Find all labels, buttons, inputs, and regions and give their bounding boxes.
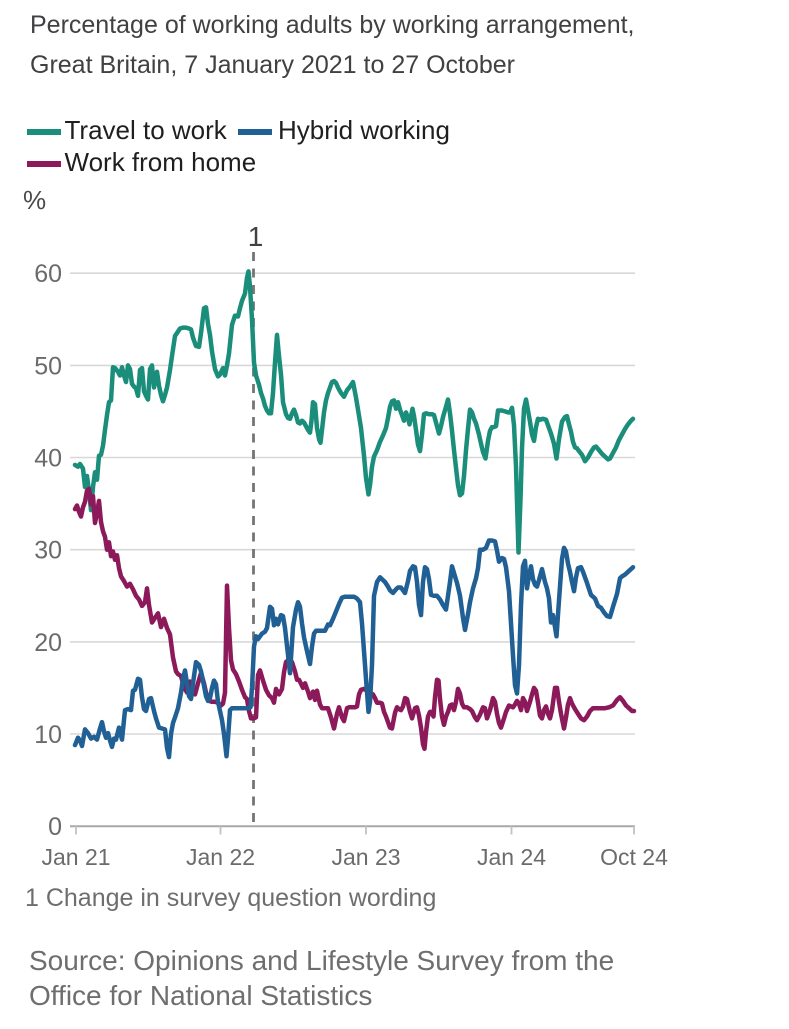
svg-text:50: 50 bbox=[34, 352, 62, 380]
svg-text:Source: Opinions and Lifestyle: Source: Opinions and Lifestyle Survey fr… bbox=[29, 945, 614, 976]
svg-text:30: 30 bbox=[34, 537, 62, 565]
svg-text:10: 10 bbox=[34, 721, 62, 749]
svg-text:60: 60 bbox=[34, 260, 62, 288]
svg-text:Travel to work: Travel to work bbox=[65, 115, 228, 145]
svg-text:Percentage of working adults b: Percentage of working adults by working … bbox=[30, 11, 635, 39]
svg-text:20: 20 bbox=[34, 629, 62, 657]
svg-text:Jan 24: Jan 24 bbox=[477, 844, 546, 870]
svg-text:Hybrid working: Hybrid working bbox=[278, 115, 450, 145]
svg-text:0: 0 bbox=[48, 813, 62, 841]
svg-text:Jan 22: Jan 22 bbox=[186, 844, 255, 870]
svg-text:Great Britain, 7 January 2021: Great Britain, 7 January 2021 to 27 Octo… bbox=[30, 51, 515, 79]
svg-text:1 Change in survey question wo: 1 Change in survey question wording bbox=[25, 884, 436, 912]
svg-text:Work from home: Work from home bbox=[65, 147, 257, 177]
svg-text:%: % bbox=[23, 185, 46, 215]
svg-text:Office for National Statistics: Office for National Statistics bbox=[29, 980, 372, 1011]
svg-text:1: 1 bbox=[248, 221, 264, 252]
svg-text:Jan 21: Jan 21 bbox=[41, 844, 110, 870]
svg-text:40: 40 bbox=[34, 445, 62, 473]
svg-text:Jan 23: Jan 23 bbox=[331, 844, 400, 870]
svg-text:Oct 24: Oct 24 bbox=[600, 844, 668, 870]
